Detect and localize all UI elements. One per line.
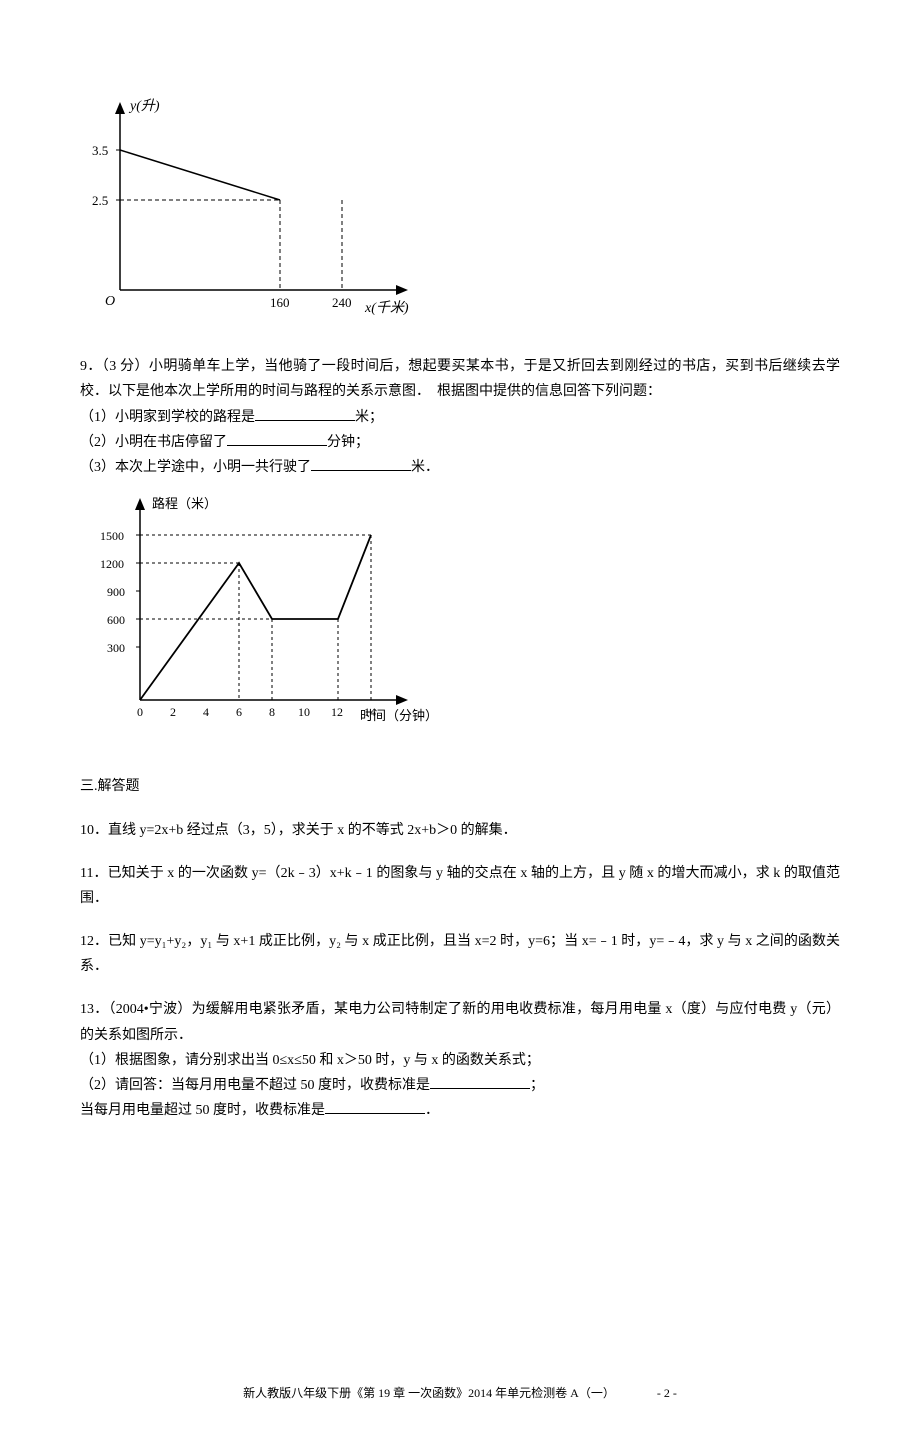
- c2-y600: 600: [107, 613, 125, 627]
- chart1-xtick-160: 160: [270, 295, 290, 310]
- problem-12: 12．已知 y=y₁+y₂，y₁ 与 x+1 成正比例，y₂ 与 x 成正比例，…: [80, 929, 840, 979]
- c2-y1200: 1200: [100, 557, 124, 571]
- p13-s3-after: ．: [425, 1103, 439, 1118]
- chart1-svg: 3.5 2.5 160 240 O y(升) x(千米): [80, 90, 420, 320]
- problem-9-sub2: （2）小明在书店停留了 分钟；: [80, 430, 840, 455]
- problem-9: 9．（3 分）小明骑单车上学，当他骑了一段时间后，想起要买某本书，于是又折回去到…: [80, 354, 840, 480]
- p9-s1-after: 米；: [355, 410, 383, 425]
- c2-x14: 14: [364, 705, 376, 719]
- problem-9-sub3: （3）本次上学途中，小明一共行驶了 米．: [80, 455, 840, 480]
- page-footer: 新人教版八年级下册《第 19 章 一次函数》2014 年单元检测卷 A（一） -…: [80, 1383, 840, 1405]
- p13-s2-before: （2）请回答：当每月用电量不超过 50 度时，收费标准是: [80, 1078, 430, 1093]
- p9-s3-before: （3）本次上学途中，小明一共行驶了: [80, 460, 311, 475]
- p13-s3-before: 当每月用电量超过 50 度时，收费标准是: [80, 1103, 325, 1118]
- c2-x4: 4: [203, 705, 209, 719]
- c2-x0: 0: [137, 705, 143, 719]
- problem-13-sub3: 当每月用电量超过 50 度时，收费标准是 ．: [80, 1098, 840, 1123]
- chart1-ytick-35: 3.5: [92, 143, 108, 158]
- chart1-ytick-25: 2.5: [92, 193, 108, 208]
- c2-y300: 300: [107, 641, 125, 655]
- problem-13-text: 13．（2004•宁波）为缓解用电紧张矛盾，某电力公司特制定了新的用电收费标准，…: [80, 997, 840, 1047]
- distance-time-chart: 路程（米） 时间（分钟） 1500 1200 900 600 300 0 2 4…: [80, 490, 840, 749]
- chart1-xlabel: x(千米): [364, 300, 409, 316]
- blank: [325, 1100, 425, 1114]
- chart2-svg: 路程（米） 时间（分钟） 1500 1200 900 600 300 0 2 4…: [80, 490, 430, 740]
- c2-x12: 12: [331, 705, 343, 719]
- blank: [311, 457, 411, 471]
- problem-11-text: 11．已知关于 x 的一次函数 y=（2k﹣3）x+k﹣1 的图象与 y 轴的交…: [80, 861, 840, 911]
- problem-10-text: 10．直线 y=2x+b 经过点（3，5），求关于 x 的不等式 2x+b＞0 …: [80, 818, 840, 843]
- p9-s3-after: 米．: [411, 460, 439, 475]
- problem-11: 11．已知关于 x 的一次函数 y=（2k﹣3）x+k﹣1 的图象与 y 轴的交…: [80, 861, 840, 911]
- problem-13-sub2: （2）请回答：当每月用电量不超过 50 度时，收费标准是 ；: [80, 1073, 840, 1098]
- problem-13-sub1: （1）根据图象，请分别求出当 0≤x≤50 和 x＞50 时，y 与 x 的函数…: [80, 1048, 840, 1073]
- chart1-xtick-240: 240: [332, 295, 352, 310]
- c2-x6: 6: [236, 705, 242, 719]
- section-3-title: 三.解答题: [80, 774, 840, 799]
- c2-y1500: 1500: [100, 529, 124, 543]
- c2-y900: 900: [107, 585, 125, 599]
- p9-s2-after: 分钟；: [327, 435, 369, 450]
- chart1-ylabel: y(升): [128, 98, 160, 114]
- problem-9-sub1: （1）小明家到学校的路程是 米；: [80, 405, 840, 430]
- c2-x8: 8: [269, 705, 275, 719]
- p9-s2-before: （2）小明在书店停留了: [80, 435, 227, 450]
- p13-s2-after: ；: [530, 1078, 544, 1093]
- blank: [255, 407, 355, 421]
- fuel-distance-chart: 3.5 2.5 160 240 O y(升) x(千米): [80, 90, 840, 329]
- blank: [227, 432, 327, 446]
- problem-12-text: 12．已知 y=y₁+y₂，y₁ 与 x+1 成正比例，y₂ 与 x 成正比例，…: [80, 929, 840, 979]
- c2-x2: 2: [170, 705, 176, 719]
- problem-9-text: 9．（3 分）小明骑单车上学，当他骑了一段时间后，想起要买某本书，于是又折回去到…: [80, 354, 840, 404]
- blank: [430, 1075, 530, 1089]
- chart1-origin: O: [105, 294, 115, 309]
- c2-x10: 10: [298, 705, 310, 719]
- problem-13: 13．（2004•宁波）为缓解用电紧张矛盾，某电力公司特制定了新的用电收费标准，…: [80, 997, 840, 1123]
- problem-10: 10．直线 y=2x+b 经过点（3，5），求关于 x 的不等式 2x+b＞0 …: [80, 818, 840, 843]
- chart2-ylabel: 路程（米）: [152, 496, 217, 511]
- p9-s1-before: （1）小明家到学校的路程是: [80, 410, 255, 425]
